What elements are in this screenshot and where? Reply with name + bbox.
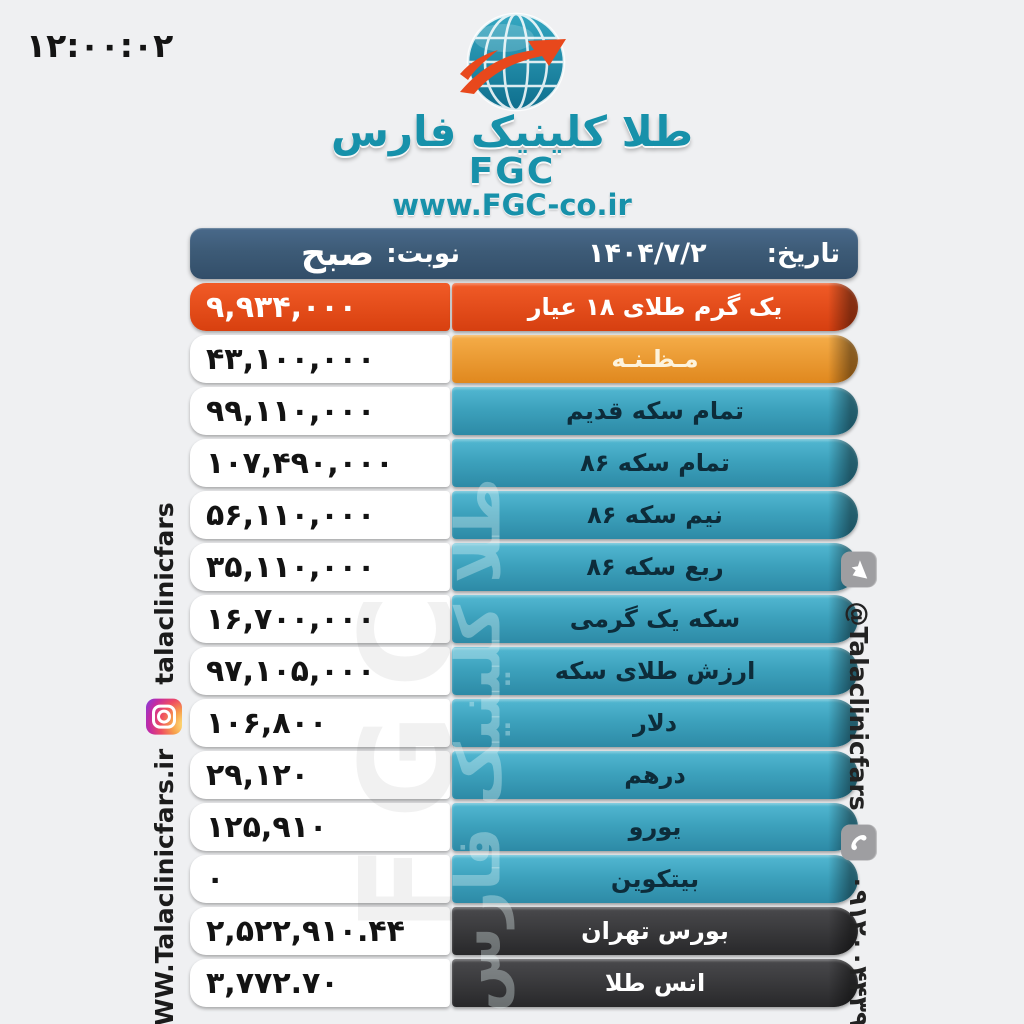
row-label: نیم سکه ۸۶ <box>587 501 723 529</box>
row-value-text: ۳,۷۷۲.۷۰ <box>206 965 339 1001</box>
row-value-text: ۲۹,۱۲۰ <box>206 757 309 793</box>
row-label: مـظـنـه <box>611 345 699 373</box>
brand-website: www.FGC-co.ir <box>392 188 632 223</box>
row-value: ۳,۷۷۲.۷۰ <box>190 959 450 1007</box>
row-label-bar: بیتکوین <box>452 855 858 903</box>
row-label-bar: دلار <box>452 699 858 747</box>
table-row: درهم ۲۹,۱۲۰ <box>190 751 858 799</box>
row-label: تمام سکه قدیم <box>566 397 744 425</box>
row-value-text: ۱۰۷,۴۹۰,۰۰۰ <box>206 445 394 481</box>
row-value: ۳۵,۱۱۰,۰۰۰ <box>190 543 450 591</box>
row-value-text: ۵۶,۱۱۰,۰۰۰ <box>206 497 376 533</box>
table-row: ربع سکه ۸۶ ۳۵,۱۱۰,۰۰۰ <box>190 543 858 591</box>
row-label-bar: یورو <box>452 803 858 851</box>
row-value: ۲,۵۲۲,۹۱۰.۴۴ <box>190 907 450 955</box>
row-value: ۵۶,۱۱۰,۰۰۰ <box>190 491 450 539</box>
table-row: یورو ۱۲۵,۹۱۰ <box>190 803 858 851</box>
table-header: تاریخ: ۱۴۰۴/۷/۲ نوبت: صبح <box>190 228 858 279</box>
shift-value: صبح <box>300 233 375 274</box>
table-row-gold18: یک گرم طلای ۱۸ عیار ۹,۹۳۴,۰۰۰ <box>190 283 858 331</box>
row-label-bar: تمام سکه ۸۶ <box>452 439 858 487</box>
date-label: تاریخ: <box>766 238 840 269</box>
row-label-bar: درهم <box>452 751 858 799</box>
row-label-bar: مـظـنـه <box>452 335 858 383</box>
row-value-text: ۲,۵۲۲,۹۱۰.۴۴ <box>206 913 405 949</box>
row-label-bar: ربع سکه ۸۶ <box>452 543 858 591</box>
row-value: ۹۷,۱۰۵,۰۰۰ <box>190 647 450 695</box>
row-label: درهم <box>624 761 686 789</box>
table-row: دلار ۱۰۶,۸۰۰ <box>190 699 858 747</box>
table-row-bourse: بورس تهران ۲,۵۲۲,۹۱۰.۴۴ <box>190 907 858 955</box>
row-value: ۲۹,۱۲۰ <box>190 751 450 799</box>
row-value: ۹۹,۱۱۰,۰۰۰ <box>190 387 450 435</box>
brand-name-fa: طلا کلینیک فارس <box>330 107 694 156</box>
table-row-mazaneh: مـظـنـه ۴۳,۱۰۰,۰۰۰ <box>190 335 858 383</box>
row-label: بیتکوین <box>610 865 700 893</box>
row-label-bar: تمام سکه قدیم <box>452 387 858 435</box>
row-value-text: ۳۵,۱۱۰,۰۰۰ <box>206 549 376 585</box>
row-value-text: ۱۰۶,۸۰۰ <box>206 705 328 741</box>
phone-number: ۰۹۱۲۰۰۴۴۳۹۷ <box>844 874 874 1024</box>
logo-block: طلا کلینیک فارس FGC www.FGC-co.ir <box>282 8 742 222</box>
clock: ۱۲:۰۰:۰۲ <box>26 26 174 65</box>
row-value: ۰ <box>190 855 450 903</box>
table-row-ounce: انس طلا ۳,۷۷۲.۷۰ <box>190 959 858 1007</box>
website-text: WWW.Talaclinicfars.ir <box>149 748 179 1024</box>
row-label: یورو <box>628 813 682 841</box>
row-value-text: ۴۳,۱۰۰,۰۰۰ <box>206 341 376 377</box>
row-value: ۴۳,۱۰۰,۰۰۰ <box>190 335 450 383</box>
instagram-strip: WWW.Talaclinicfars.ir talaclinicfars <box>146 502 182 1024</box>
row-label: دلار <box>633 709 678 737</box>
table-row: تمام سکه قدیم ۹۹,۱۱۰,۰۰۰ <box>190 387 858 435</box>
table-row: نیم سکه ۸۶ ۵۶,۱۱۰,۰۰۰ <box>190 491 858 539</box>
row-label: یک گرم طلای ۱۸ عیار <box>527 293 783 321</box>
instagram-icon <box>146 698 182 735</box>
row-value: ۱۰۶,۸۰۰ <box>190 699 450 747</box>
row-label-bar: نیم سکه ۸۶ <box>452 491 858 539</box>
globe-logo-icon <box>460 12 566 112</box>
row-value-text: ۱۶,۷۰۰,۰۰۰ <box>206 601 376 637</box>
row-label-bar: انس طلا <box>452 959 858 1007</box>
row-label: انس طلا <box>604 969 706 997</box>
telegram-icon <box>841 551 877 588</box>
shift-label: نوبت: <box>386 238 460 269</box>
row-value-text: ۹,۹۳۴,۰۰۰ <box>206 289 357 325</box>
row-label: ارزش طلای سکه <box>554 657 756 685</box>
table-row: سکه یک گرمی ۱۶,۷۰۰,۰۰۰ <box>190 595 858 643</box>
row-label-bar: سکه یک گرمی <box>452 595 858 643</box>
row-value: ۱۲۵,۹۱۰ <box>190 803 450 851</box>
row-value-text: ۱۲۵,۹۱۰ <box>206 809 328 845</box>
price-table: تاریخ: ۱۴۰۴/۷/۲ نوبت: صبح یک گرم طلای ۱۸… <box>190 228 858 1011</box>
instagram-handle: talaclinicfars <box>149 502 179 685</box>
table-row: بیتکوین ۰ <box>190 855 858 903</box>
table-row: تمام سکه ۸۶ ۱۰۷,۴۹۰,۰۰۰ <box>190 439 858 487</box>
row-label: ربع سکه ۸۶ <box>586 553 724 581</box>
row-label-bar: یک گرم طلای ۱۸ عیار <box>452 283 858 331</box>
row-label-bar: بورس تهران <box>452 907 858 955</box>
row-value: ۹,۹۳۴,۰۰۰ <box>190 283 450 331</box>
row-label: تمام سکه ۸۶ <box>580 449 730 477</box>
phone-icon <box>841 824 877 861</box>
row-label: سکه یک گرمی <box>569 605 741 633</box>
row-value-text: ۹۹,۱۱۰,۰۰۰ <box>206 393 376 429</box>
table-row: ارزش طلای سکه ۹۷,۱۰۵,۰۰۰ <box>190 647 858 695</box>
row-label-bar: ارزش طلای سکه <box>452 647 858 695</box>
row-label: بورس تهران <box>581 917 729 945</box>
brand-name-en: FGC <box>468 151 556 193</box>
row-value: ۱۶,۷۰۰,۰۰۰ <box>190 595 450 643</box>
row-value: ۱۰۷,۴۹۰,۰۰۰ <box>190 439 450 487</box>
telegram-handle: @Talaclinicfars <box>844 601 874 811</box>
row-value-text: ۹۷,۱۰۵,۰۰۰ <box>206 653 376 689</box>
row-value-text: ۰ <box>206 861 225 897</box>
date-value: ۱۴۰۴/۷/۲ <box>587 238 707 269</box>
contact-strip: @Talaclinicfars ۰۹۱۲۰۰۴۴۳۹۷ <box>841 551 877 1024</box>
